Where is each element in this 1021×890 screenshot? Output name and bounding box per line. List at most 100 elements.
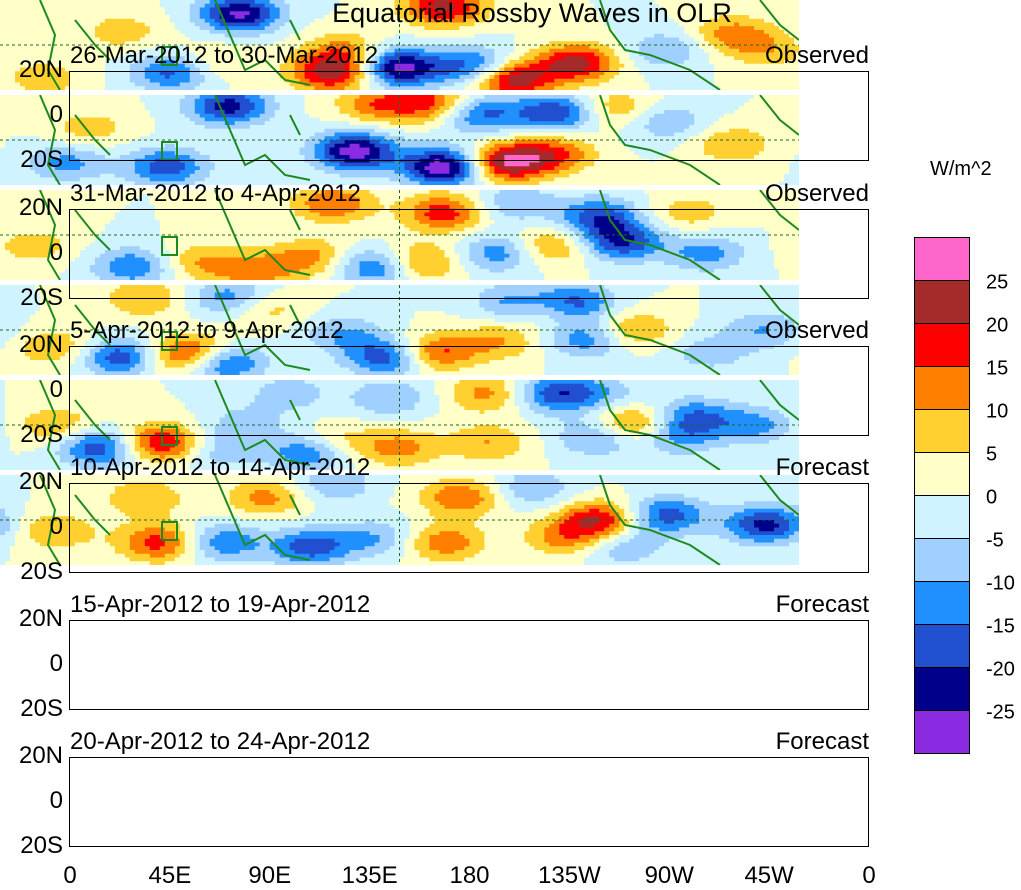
field-cell	[759, 15, 765, 20]
field-cell	[534, 78, 540, 84]
field-cell	[709, 63, 715, 69]
field-cell	[109, 3, 116, 9]
field-cell	[674, 82, 680, 87]
field-cell	[489, 82, 495, 87]
field-cell	[509, 3, 515, 9]
field-cell	[369, 56, 376, 61]
field-cell	[119, 48, 126, 54]
field-cell	[504, 78, 510, 84]
field-cell	[124, 41, 131, 46]
field-cell	[609, 15, 615, 20]
field-cell	[124, 37, 131, 42]
field-cell	[324, 45, 331, 50]
field-cell	[714, 41, 720, 46]
field-cell	[399, 75, 406, 80]
field-cell	[144, 30, 151, 35]
field-cell	[374, 52, 381, 57]
field-cell	[334, 15, 341, 20]
field-cell	[609, 52, 615, 57]
field-cell	[789, 45, 795, 50]
field-cell	[304, 56, 311, 61]
field-cell	[399, 41, 406, 46]
field-cell	[339, 106, 346, 111]
field-cell	[659, 11, 665, 16]
field-cell	[514, 63, 520, 69]
field-cell	[424, 71, 431, 76]
field-cell	[269, 41, 276, 46]
field-cell	[89, 11, 96, 16]
field-cell	[309, 113, 316, 119]
field-cell	[134, 75, 141, 80]
field-cell	[154, 78, 161, 84]
field-cell	[179, 37, 186, 42]
field-cell	[89, 3, 96, 9]
field-cell	[249, 71, 256, 76]
field-cell	[574, 18, 580, 24]
field-cell	[539, 33, 545, 39]
field-cell	[624, 113, 630, 119]
field-cell	[759, 52, 765, 57]
field-cell	[469, 45, 475, 50]
field-cell	[259, 52, 266, 57]
field-cell	[474, 33, 480, 39]
field-cell	[344, 106, 351, 111]
field-cell	[244, 56, 251, 61]
field-cell	[139, 18, 146, 24]
field-cell	[709, 30, 715, 35]
field-cell	[719, 110, 725, 115]
field-cell	[214, 7, 221, 12]
field-cell	[239, 102, 246, 107]
field-cell	[544, 86, 550, 91]
field-cell	[744, 110, 750, 115]
field-cell	[384, 26, 391, 31]
field-cell	[114, 41, 121, 46]
field-cell	[39, 121, 46, 126]
field-cell	[369, 7, 376, 12]
field-cell	[354, 11, 361, 16]
field-cell	[4, 26, 11, 31]
field-cell	[584, 18, 590, 24]
field-cell	[619, 63, 625, 69]
field-cell	[254, 98, 261, 104]
field-cell	[554, 41, 560, 46]
field-cell	[654, 0, 660, 5]
field-cell	[419, 78, 426, 84]
field-cell	[94, 117, 101, 122]
field-cell	[129, 63, 136, 69]
field-cell	[604, 117, 610, 122]
field-cell	[264, 75, 271, 80]
field-cell	[374, 11, 381, 16]
field-cell	[344, 78, 351, 84]
field-cell	[19, 7, 26, 12]
field-cell	[279, 60, 286, 65]
field-cell	[199, 18, 206, 24]
field-cell	[784, 0, 790, 5]
field-cell	[459, 98, 466, 104]
field-cell	[134, 0, 141, 5]
field-cell	[779, 45, 785, 50]
field-cell	[494, 71, 500, 76]
field-cell	[114, 98, 121, 104]
field-cell	[514, 45, 520, 50]
field-cell	[274, 45, 281, 50]
field-cell	[149, 110, 156, 115]
field-cell	[34, 41, 41, 46]
field-cell	[729, 22, 735, 27]
field-cell	[334, 117, 341, 122]
field-cell	[409, 82, 416, 87]
field-cell	[679, 3, 685, 9]
field-cell	[439, 75, 446, 80]
field-cell	[109, 15, 116, 20]
field-cell	[619, 26, 625, 31]
field-cell	[589, 75, 595, 80]
field-cell	[99, 3, 106, 9]
field-cell	[74, 78, 81, 84]
field-cell	[749, 60, 755, 65]
field-cell	[424, 30, 431, 35]
field-cell	[89, 26, 96, 31]
field-cell	[694, 18, 700, 24]
field-cell	[269, 33, 276, 39]
field-cell	[644, 56, 650, 61]
field-cell	[44, 71, 51, 76]
field-cell	[139, 102, 146, 107]
